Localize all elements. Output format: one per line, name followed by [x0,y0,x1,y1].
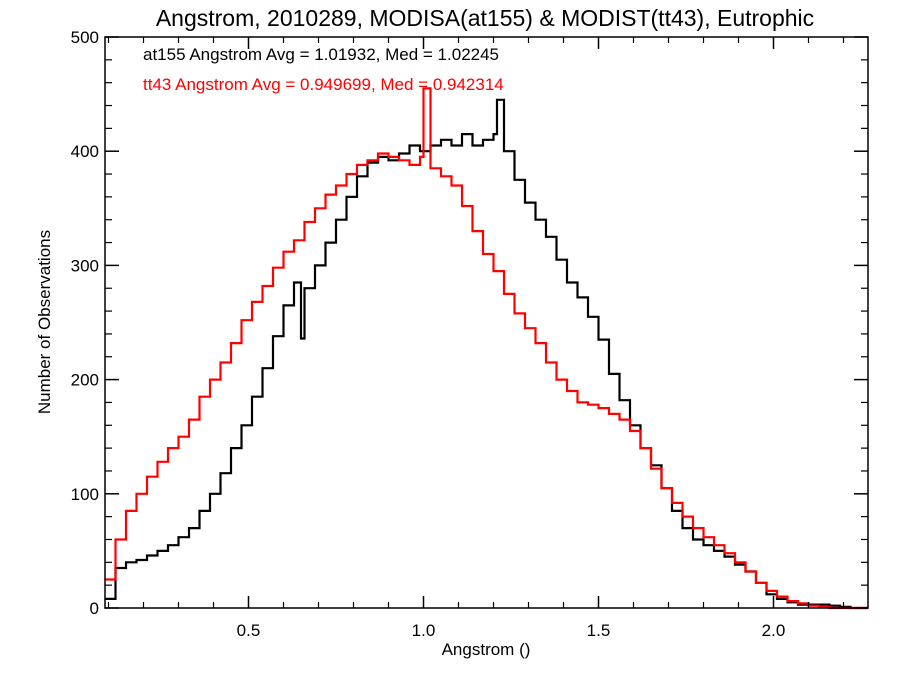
series-annotation-at155: at155 Angstrom Avg = 1.01932, Med = 1.02… [143,45,499,64]
y-tick-label: 200 [71,371,99,390]
y-tick-label: 0 [90,599,99,618]
y-axis: 0 100 200 300 400 500 [71,28,868,618]
series-annotation-tt43: tt43 Angstrom Avg = 0.949699, Med = 0.94… [143,75,504,94]
y-axis-label: Number of Observations [35,230,54,414]
x-tick-label: 0.5 [237,621,261,640]
x-tick-label: 2.0 [762,621,786,640]
y-tick-label: 400 [71,142,99,161]
series-line-at155 [105,98,868,610]
x-tick-label: 1.5 [587,621,611,640]
series-line-tt43 [105,87,868,610]
plot-frame [104,36,869,609]
y-tick-label: 300 [71,256,99,275]
x-axis-label: Angstrom () [442,640,531,659]
chart-title: Angstrom, 2010289, MODISA(at155) & MODIS… [156,5,814,31]
y-tick-label: 500 [71,28,99,47]
x-axis: 0.5 1.0 1.5 2.0 [107,37,845,640]
plot-series [105,87,868,610]
x-tick-label: 1.0 [412,621,436,640]
y-tick-label: 100 [71,485,99,504]
